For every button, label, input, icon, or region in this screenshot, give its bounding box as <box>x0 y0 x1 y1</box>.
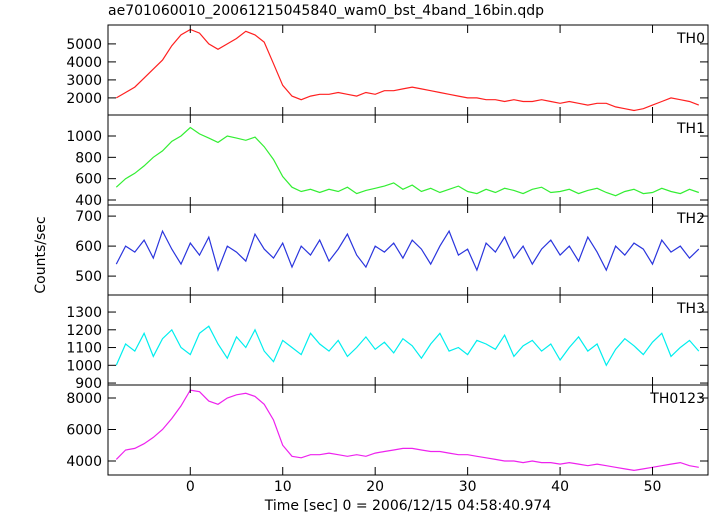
y-tick-label: 1200 <box>66 323 102 339</box>
panel-frame <box>107 24 709 116</box>
y-tick-label: 1300 <box>66 305 102 321</box>
y-tick-label: 600 <box>75 239 102 255</box>
y-tick-label: 1000 <box>66 358 102 374</box>
data-line <box>115 126 699 197</box>
y-tick-label: 800 <box>75 150 102 166</box>
data-line <box>115 229 700 273</box>
panel-label: TH3 <box>676 301 705 317</box>
y-axis-label: Counts/sec <box>33 216 49 293</box>
y-tick-label: 1100 <box>66 341 102 357</box>
panel-frame <box>107 294 709 386</box>
data-line <box>115 325 700 367</box>
panel-label: TH0 <box>676 31 705 47</box>
y-tick-label: 1000 <box>66 129 102 145</box>
y-tick-label: 500 <box>75 269 102 285</box>
panel-frame <box>107 114 709 206</box>
data-line <box>115 389 699 472</box>
panel-label: TH1 <box>676 121 705 137</box>
x-tick-label: 10 <box>274 479 292 495</box>
panel-label: TH0123 <box>649 391 705 407</box>
y-tick-label: 900 <box>75 376 102 392</box>
x-tick-label: 50 <box>644 479 662 495</box>
panel-label: TH2 <box>676 211 705 227</box>
y-tick-label: 3000 <box>66 73 102 89</box>
y-tick-label: 700 <box>75 209 102 225</box>
panel-frame <box>107 204 709 296</box>
y-tick-label: 2000 <box>66 91 102 107</box>
data-line <box>115 28 700 112</box>
y-tick-label: 5000 <box>66 37 102 53</box>
y-tick-label: 600 <box>75 172 102 188</box>
y-tick-label: 4000 <box>66 454 102 470</box>
chart-title: ae701060010_20061215045840_wam0_bst_4ban… <box>108 3 544 19</box>
x-tick-label: 20 <box>366 479 384 495</box>
x-tick-label: 0 <box>186 479 195 495</box>
y-tick-label: 4000 <box>66 55 102 71</box>
y-tick-label: 400 <box>75 193 102 209</box>
x-tick-label: 30 <box>459 479 477 495</box>
panel-frame <box>107 384 709 476</box>
y-tick-label: 8000 <box>66 391 102 407</box>
x-axis-label: Time [sec] 0 = 2006/12/15 04:58:40.974 <box>264 498 552 514</box>
x-tick-label: 40 <box>551 479 569 495</box>
y-tick-label: 6000 <box>66 422 102 438</box>
